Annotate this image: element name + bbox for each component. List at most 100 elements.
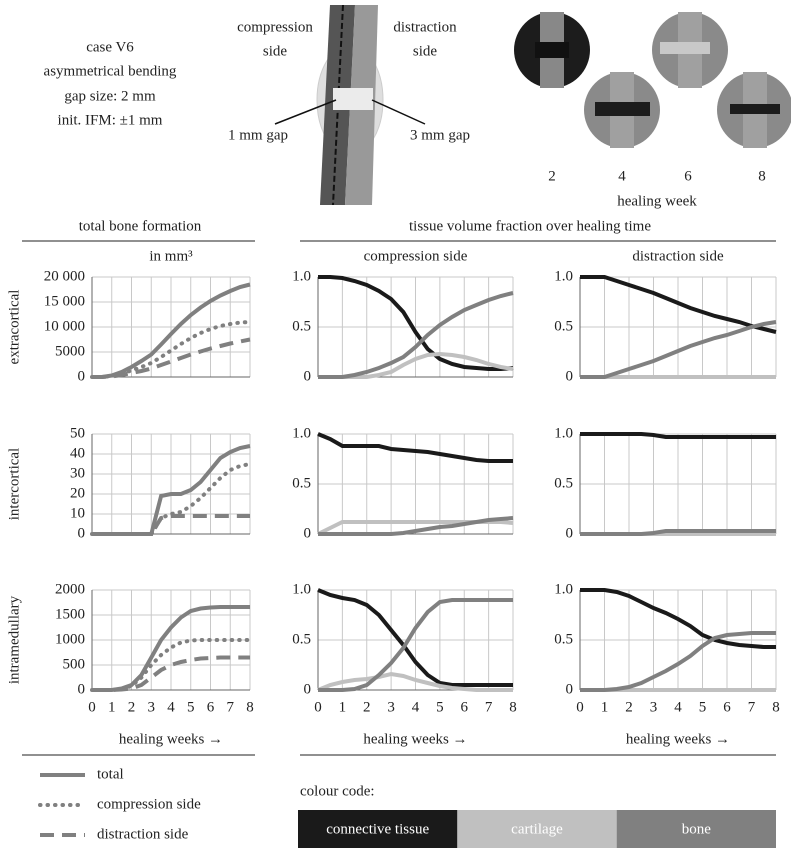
case-line: asymmetrical bending [44,63,177,79]
y-tick-label: 0 [304,368,312,384]
x-tick-label: 3 [148,699,156,715]
x-tick-label: 1 [108,699,116,715]
x-tick-label: 8 [509,699,517,715]
y-tick-label: 20 000 [44,268,85,284]
y-tick-label: 1.0 [554,581,573,597]
y-tick-label: 1000 [55,631,85,647]
y-tick-label: 1.0 [292,268,311,284]
x-tick-label: 1 [339,699,347,715]
y-tick-label: 30 [70,465,85,481]
data-line [90,638,252,692]
section-heading: total bone formation [79,218,202,234]
y-tick-label: 2000 [55,581,85,597]
x-tick-label: 7 [748,699,756,715]
x-tick-label: 5 [436,699,444,715]
x-tick-label: 0 [314,699,322,715]
section-heading: tissue volume fraction over healing time [409,218,651,234]
y-tick-label: 10 000 [44,318,85,334]
data-line [90,320,252,379]
data-line [92,514,250,536]
legend-label: total [97,766,124,782]
y-axis-label: intramedullary [6,595,22,684]
y-tick-label: 0.5 [292,631,311,647]
data-line [580,275,777,334]
chart-title: in mm³ [149,248,193,264]
arrow [371,99,426,125]
y-tick-label: 0 [566,525,574,541]
data-line [580,529,776,536]
colour-label: bone [682,821,712,837]
y-tick-label: 0.5 [292,318,311,334]
legend-label: distraction side [97,826,189,842]
y-tick-label: 0.5 [554,475,573,491]
x-tick-label: 5 [187,699,195,715]
y-tick-label: 1.0 [292,581,311,597]
x-tick-label: 6 [723,699,731,715]
colour-label: cartilage [511,821,563,837]
data-line [580,432,776,439]
data-line [318,275,514,371]
data-line [92,655,250,692]
x-tick-label: 8 [246,699,254,715]
chart-title: distraction side [632,248,724,264]
x-axis-label: healing weeks → [626,731,730,747]
y-axis-label: extracortical [6,290,22,365]
x-tick-label: 4 [412,699,420,715]
y-axis-label: intercortical [6,448,22,520]
data-line [318,291,514,379]
chart-title: compression side [364,248,468,264]
diagram-label: distraction [393,19,457,35]
x-tick-label: 2 [625,699,633,715]
y-tick-label: 0 [566,681,574,697]
y-tick-label: 20 [70,485,85,501]
data-line [580,320,777,379]
x-tick-label: 8 [772,699,780,715]
y-tick-label: 0.5 [554,631,573,647]
colour-label: connective tissue [326,821,429,837]
diagram-label: side [263,43,288,59]
y-tick-label: 1.0 [292,425,311,441]
diagram-label: compression [237,19,313,35]
x-axis-label: healing weeks → [119,731,223,747]
y-tick-label: 0 [78,368,86,384]
gap-label: 1 mm gap [228,127,288,143]
data-line [92,337,251,379]
data-line [317,671,513,692]
x-tick-label: 0 [576,699,584,715]
y-tick-label: 50 [70,425,85,441]
y-tick-label: 1500 [55,606,85,622]
legend-label: compression side [97,796,201,812]
x-tick-label: 6 [461,699,469,715]
y-tick-label: 0.5 [554,318,573,334]
arrow [274,99,337,125]
y-tick-label: 0 [78,681,86,697]
x-tick-label: 3 [650,699,658,715]
x-tick-label: 1 [601,699,609,715]
y-tick-label: 500 [63,656,86,672]
data-line [318,516,514,536]
x-tick-label: 4 [674,699,682,715]
y-tick-label: 5000 [55,343,85,359]
data-line [317,432,513,463]
data-line [580,588,776,649]
data-line [318,598,513,692]
gap-label: 3 mm gap [410,127,470,143]
bone-diagram [316,4,384,206]
x-tick-label: 7 [485,699,493,715]
y-tick-label: 0 [304,681,312,697]
x-tick-label: 6 [207,699,215,715]
colour-swatch [616,810,776,848]
x-tick-label: 2 [128,699,136,715]
data-line [580,631,776,692]
colour-code-label: colour code: [300,783,375,799]
week-label: 2 [548,168,556,184]
y-tick-label: 40 [70,445,85,461]
colour-swatch [298,810,458,848]
y-tick-label: 1.0 [554,425,573,441]
week-label: 4 [618,168,626,184]
x-tick-label: 4 [167,699,175,715]
x-tick-label: 2 [363,699,371,715]
x-tick-label: 3 [387,699,395,715]
x-tick-label: 7 [227,699,235,715]
